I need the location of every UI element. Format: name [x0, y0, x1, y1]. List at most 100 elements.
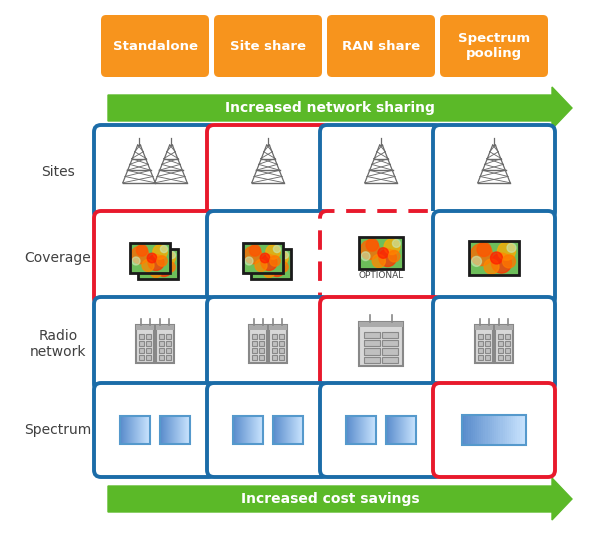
Bar — [414, 416, 415, 444]
Bar — [398, 416, 400, 444]
Bar — [485, 355, 490, 360]
Bar — [262, 416, 263, 444]
Bar — [130, 243, 170, 273]
Circle shape — [477, 242, 491, 257]
FancyBboxPatch shape — [94, 125, 216, 219]
Bar — [361, 416, 362, 444]
Circle shape — [263, 265, 275, 277]
Bar — [129, 416, 131, 444]
Bar — [289, 416, 290, 444]
Bar — [278, 416, 280, 444]
Bar — [137, 416, 139, 444]
Text: Increased network sharing: Increased network sharing — [225, 101, 435, 115]
Bar — [247, 416, 248, 444]
Circle shape — [161, 251, 175, 265]
Bar — [494, 415, 497, 445]
Bar — [287, 416, 289, 444]
Bar — [473, 415, 475, 445]
Bar — [130, 416, 131, 444]
Bar — [138, 416, 139, 444]
Bar — [346, 416, 376, 444]
Bar — [177, 416, 179, 444]
Bar — [146, 341, 151, 346]
Bar — [139, 355, 144, 360]
Bar — [282, 416, 284, 444]
Bar — [359, 322, 403, 366]
Bar — [364, 348, 380, 354]
Bar — [259, 341, 265, 346]
Bar — [243, 243, 283, 273]
Bar — [296, 416, 298, 444]
Bar — [272, 341, 277, 346]
Bar — [484, 415, 486, 445]
Bar — [143, 416, 145, 444]
Polygon shape — [108, 478, 572, 520]
Circle shape — [252, 252, 270, 270]
Bar — [522, 415, 524, 445]
Bar — [279, 416, 281, 444]
Text: Sites: Sites — [41, 165, 75, 179]
Bar — [246, 416, 248, 444]
Bar — [130, 243, 170, 273]
Bar — [297, 416, 299, 444]
Bar — [488, 415, 490, 445]
Bar — [257, 416, 259, 444]
Bar — [128, 416, 130, 444]
Bar — [359, 416, 361, 444]
Bar — [258, 416, 260, 444]
Bar — [411, 416, 413, 444]
Text: OPTIONAL: OPTIONAL — [358, 271, 404, 281]
Bar — [485, 348, 490, 353]
FancyBboxPatch shape — [207, 211, 329, 305]
Bar — [272, 334, 277, 339]
Bar — [299, 416, 301, 444]
Circle shape — [169, 251, 176, 259]
Bar — [241, 416, 242, 444]
Bar — [175, 416, 176, 444]
Bar — [395, 416, 397, 444]
Bar — [479, 415, 482, 445]
Bar — [273, 416, 303, 444]
Bar — [382, 340, 398, 346]
FancyBboxPatch shape — [207, 125, 329, 219]
Circle shape — [503, 255, 515, 268]
Bar — [364, 340, 380, 346]
Circle shape — [268, 259, 278, 269]
Bar — [136, 416, 137, 444]
Bar — [509, 415, 512, 445]
Bar — [498, 334, 503, 339]
Circle shape — [244, 246, 262, 264]
Bar — [237, 416, 239, 444]
Bar — [261, 416, 263, 444]
Bar — [146, 416, 148, 444]
Bar — [273, 416, 275, 444]
Circle shape — [270, 256, 280, 266]
Bar — [283, 416, 284, 444]
Bar — [400, 416, 401, 444]
Bar — [355, 416, 356, 444]
Bar — [254, 416, 256, 444]
Bar — [351, 416, 353, 444]
Bar — [259, 416, 260, 444]
Circle shape — [372, 254, 385, 268]
Bar — [372, 416, 373, 444]
Bar — [156, 325, 174, 330]
Bar — [121, 416, 122, 444]
Bar — [485, 334, 490, 339]
Bar — [382, 357, 398, 363]
FancyBboxPatch shape — [320, 297, 442, 391]
FancyBboxPatch shape — [94, 211, 216, 305]
Bar — [520, 415, 522, 445]
Circle shape — [378, 248, 388, 258]
Bar — [162, 416, 163, 444]
Bar — [249, 325, 267, 330]
Bar — [239, 416, 241, 444]
Bar — [169, 416, 170, 444]
Bar — [124, 416, 125, 444]
Circle shape — [155, 259, 165, 269]
Bar — [165, 416, 167, 444]
Bar — [164, 416, 166, 444]
Circle shape — [366, 239, 379, 251]
Bar — [498, 341, 503, 346]
FancyBboxPatch shape — [433, 211, 555, 305]
